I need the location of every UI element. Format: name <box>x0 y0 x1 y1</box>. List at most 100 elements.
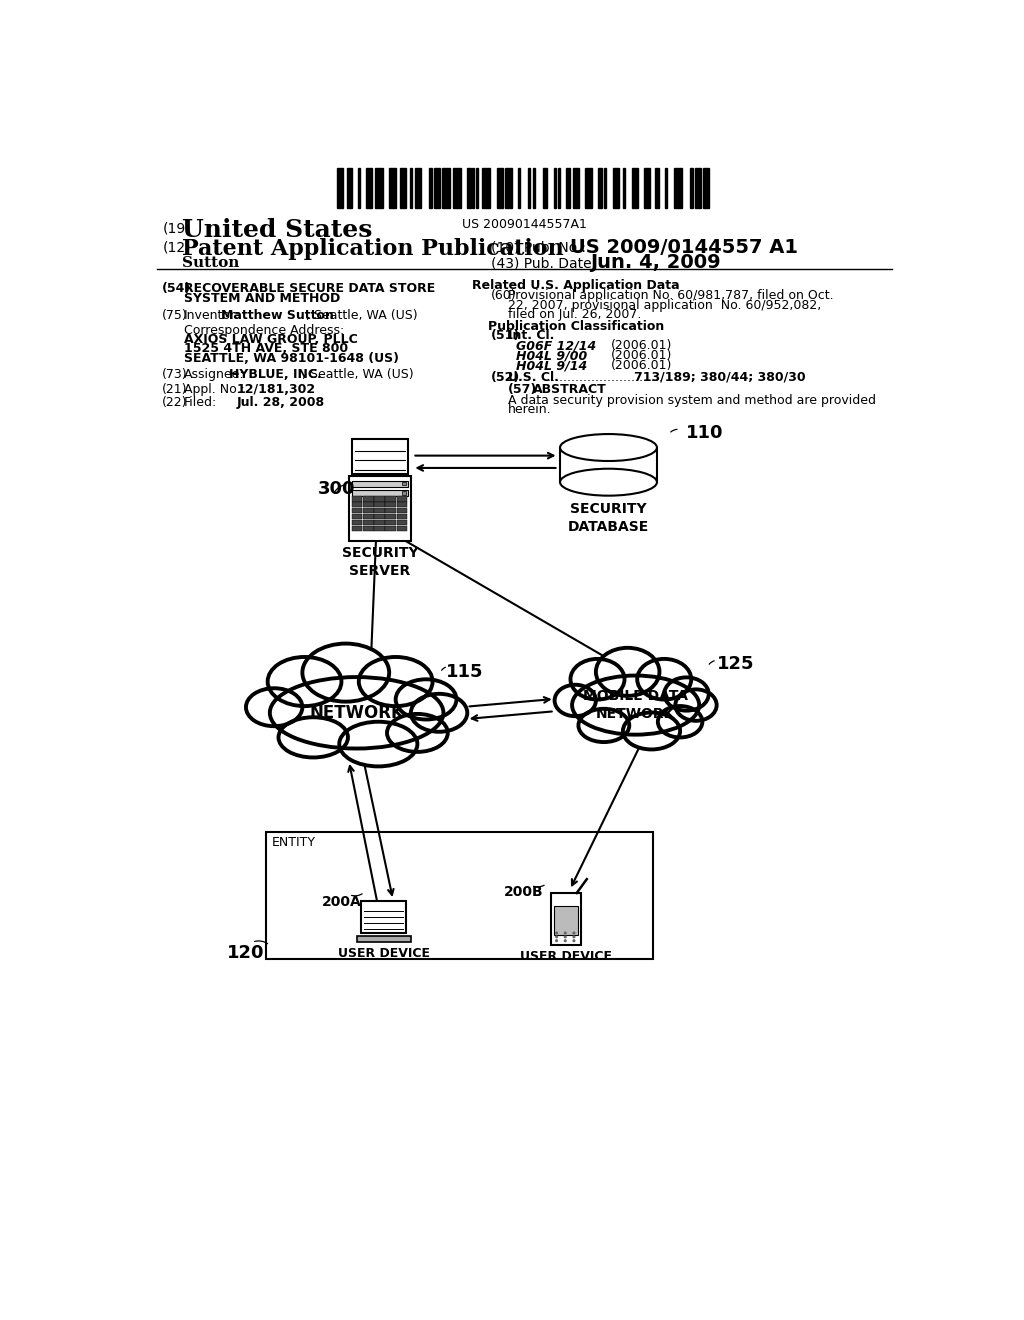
Bar <box>352 527 362 532</box>
Bar <box>467 168 471 207</box>
Text: (21): (21) <box>162 383 187 396</box>
Bar <box>358 168 360 207</box>
Bar <box>623 168 625 207</box>
Text: 300: 300 <box>317 480 355 499</box>
Text: Patent Application Publication: Patent Application Publication <box>182 238 564 260</box>
Bar <box>364 503 374 507</box>
Bar <box>266 832 653 960</box>
Bar <box>352 496 362 502</box>
Bar <box>375 527 385 532</box>
Text: AXIOS LAW GROUP, PLLC: AXIOS LAW GROUP, PLLC <box>183 333 357 346</box>
Bar <box>396 508 407 513</box>
Bar <box>375 508 385 513</box>
Bar <box>674 168 682 207</box>
Text: 115: 115 <box>445 663 483 681</box>
Bar <box>644 168 649 207</box>
Bar <box>702 168 709 207</box>
Text: (52): (52) <box>490 371 520 384</box>
Bar <box>352 515 362 519</box>
Text: 200B: 200B <box>504 886 544 899</box>
Text: US 2009/0144557 A1: US 2009/0144557 A1 <box>569 238 798 256</box>
Bar <box>554 906 578 935</box>
Bar <box>543 168 547 207</box>
Text: 120: 120 <box>227 944 264 962</box>
Ellipse shape <box>637 659 691 700</box>
Ellipse shape <box>560 434 657 461</box>
Text: (73): (73) <box>162 368 187 381</box>
Bar <box>598 168 602 207</box>
Circle shape <box>555 940 558 942</box>
Ellipse shape <box>395 680 457 719</box>
Text: SEATTLE, WA 98101-1648 (US): SEATTLE, WA 98101-1648 (US) <box>183 351 398 364</box>
Bar <box>389 168 396 207</box>
Text: (75): (75) <box>162 309 187 322</box>
Bar <box>385 520 396 525</box>
Bar <box>551 892 581 945</box>
Text: RECOVERABLE SECURE DATA STORE: RECOVERABLE SECURE DATA STORE <box>183 281 435 294</box>
Circle shape <box>572 936 575 939</box>
Text: USER DEVICE: USER DEVICE <box>338 946 430 960</box>
Bar <box>554 168 556 207</box>
Bar <box>375 503 385 507</box>
Ellipse shape <box>676 689 717 721</box>
Circle shape <box>563 932 567 935</box>
Text: (10) Pub. No.:: (10) Pub. No.: <box>490 240 586 255</box>
Bar <box>585 168 593 207</box>
Bar <box>442 168 450 207</box>
Ellipse shape <box>302 644 389 702</box>
Text: MOBILE DATA
NETWORK: MOBILE DATA NETWORK <box>583 689 688 721</box>
Bar <box>604 168 606 207</box>
Bar <box>385 503 396 507</box>
Bar <box>396 496 407 502</box>
Circle shape <box>563 940 567 942</box>
Bar <box>356 936 411 942</box>
Ellipse shape <box>267 657 341 706</box>
Ellipse shape <box>572 676 699 735</box>
Text: ..............................: .............................. <box>544 371 664 384</box>
Text: Int. Cl.: Int. Cl. <box>508 330 554 342</box>
Text: (19): (19) <box>163 222 191 235</box>
Bar <box>385 527 396 532</box>
Bar <box>366 168 372 207</box>
Text: 1525 4TH AVE, STE 800: 1525 4TH AVE, STE 800 <box>183 342 348 355</box>
Text: , Seattle, WA (US): , Seattle, WA (US) <box>302 368 414 381</box>
Bar <box>352 440 408 474</box>
Bar <box>375 520 385 525</box>
Bar <box>429 168 432 207</box>
Ellipse shape <box>275 680 438 746</box>
Bar <box>352 490 408 496</box>
Text: Jun. 4, 2009: Jun. 4, 2009 <box>590 253 721 272</box>
Text: (54): (54) <box>162 281 191 294</box>
Bar <box>482 168 489 207</box>
Text: Assignee:: Assignee: <box>183 368 245 381</box>
Ellipse shape <box>579 709 630 742</box>
Text: Related U.S. Application Data: Related U.S. Application Data <box>472 280 680 292</box>
Bar <box>633 168 638 207</box>
Bar <box>396 515 407 519</box>
Ellipse shape <box>411 694 467 731</box>
Bar <box>385 496 396 502</box>
Ellipse shape <box>623 713 680 750</box>
Text: Correspondence Address:: Correspondence Address: <box>183 323 344 337</box>
Ellipse shape <box>570 659 625 700</box>
Text: (2006.01): (2006.01) <box>611 339 672 352</box>
Bar <box>364 508 374 513</box>
Bar <box>573 168 579 207</box>
Ellipse shape <box>560 469 657 496</box>
Text: (12): (12) <box>163 240 191 255</box>
Text: (43) Pub. Date:: (43) Pub. Date: <box>490 256 596 271</box>
Text: (57): (57) <box>508 383 537 396</box>
Ellipse shape <box>665 677 709 710</box>
Ellipse shape <box>339 722 418 767</box>
Bar <box>560 461 657 496</box>
Ellipse shape <box>657 706 702 738</box>
Bar <box>472 168 474 207</box>
Bar <box>337 168 343 207</box>
Ellipse shape <box>555 685 596 717</box>
Bar <box>376 168 383 207</box>
Bar <box>454 168 461 207</box>
Ellipse shape <box>246 688 302 726</box>
Ellipse shape <box>387 714 447 752</box>
Bar <box>695 168 700 207</box>
Text: U.S. Cl.: U.S. Cl. <box>508 371 559 384</box>
